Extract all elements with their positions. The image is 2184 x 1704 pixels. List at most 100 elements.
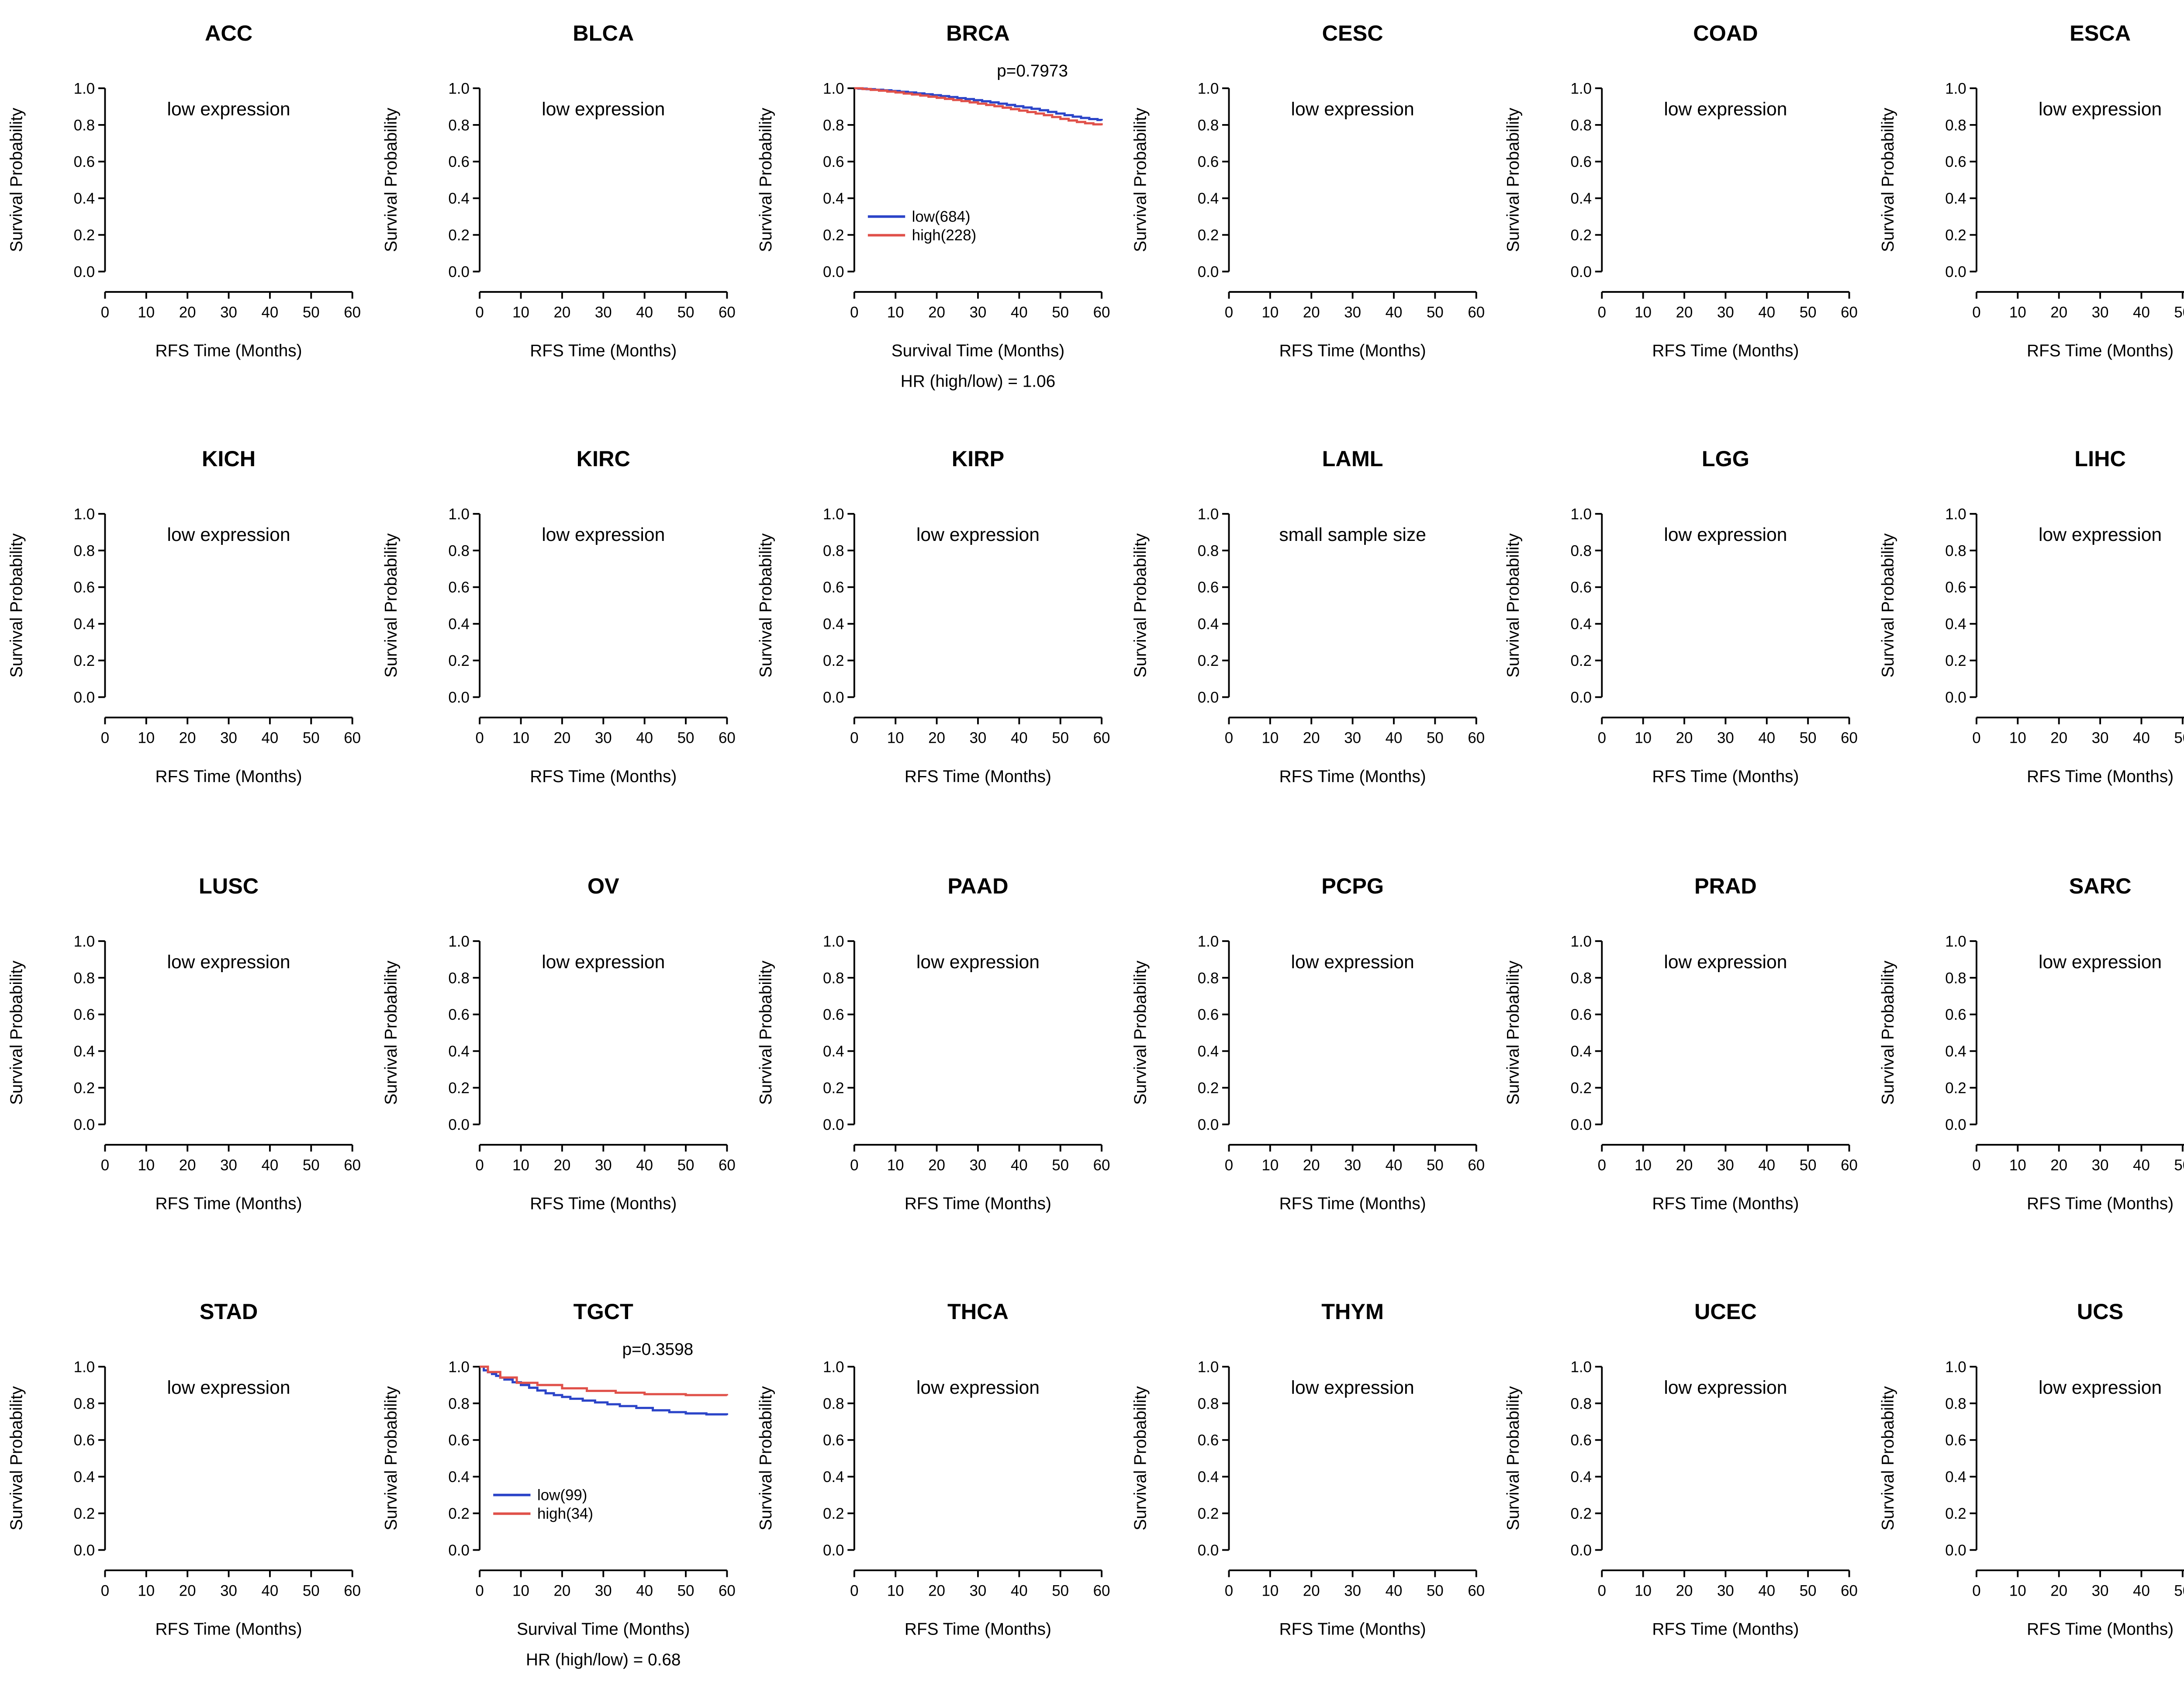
y-tick-label: 1.0 bbox=[822, 1358, 844, 1375]
x-tick-label: 30 bbox=[220, 1156, 237, 1173]
panel-plot-KIRC: KIRC 0.0 0.2 0.4 0.6 0.8 1.0 Survival Probabili… bbox=[382, 447, 736, 786]
y-tick-label: 0.8 bbox=[822, 1395, 844, 1412]
x-tick-label: 50 bbox=[303, 1582, 320, 1599]
panel-message: low expression bbox=[167, 951, 290, 972]
y-tick-label: 0.0 bbox=[1571, 1115, 1593, 1133]
x-tick-label: 0 bbox=[1598, 1582, 1607, 1599]
y-tick-label: 0.2 bbox=[1571, 1079, 1593, 1096]
panel-message: low expression bbox=[167, 99, 290, 120]
x-tick-label: 50 bbox=[2175, 730, 2184, 747]
legend-label: high(228) bbox=[912, 227, 976, 244]
y-tick-label: 0.8 bbox=[1946, 543, 1967, 560]
cancer-type-title: ESCA bbox=[2070, 21, 2131, 45]
x-tick-label: 0 bbox=[475, 1156, 484, 1173]
panel-OV: OV 0.0 0.2 0.4 0.6 0.8 1.0 Survival Probability… bbox=[374, 852, 749, 1278]
x-axis-label: RFS Time (Months) bbox=[2027, 1194, 2174, 1212]
x-tick-label: 60 bbox=[718, 1156, 735, 1173]
y-tick-label: 0.4 bbox=[822, 616, 844, 633]
y-tick-label: 0.0 bbox=[1571, 1541, 1593, 1559]
cancer-type-title: UCEC bbox=[1695, 1299, 1758, 1323]
y-tick-label: 0.8 bbox=[74, 543, 95, 560]
y-tick-label: 0.6 bbox=[1197, 579, 1218, 596]
y-tick-label: 0.2 bbox=[74, 1079, 95, 1096]
panel-message: low expression bbox=[167, 1377, 290, 1398]
y-tick-label: 1.0 bbox=[1571, 506, 1593, 523]
x-tick-label: 0 bbox=[475, 730, 484, 747]
x-tick-label: 30 bbox=[594, 304, 612, 321]
y-tick-label: 1.0 bbox=[1571, 1358, 1593, 1375]
y-tick-label: 0.8 bbox=[1197, 117, 1218, 134]
x-tick-label: 60 bbox=[1842, 304, 1859, 321]
x-tick-label: 10 bbox=[512, 304, 529, 321]
x-tick-label: 20 bbox=[179, 1156, 196, 1173]
x-tick-label: 50 bbox=[2175, 304, 2184, 321]
x-axis-label: RFS Time (Months) bbox=[904, 768, 1051, 786]
y-tick-label: 0.2 bbox=[1197, 1079, 1218, 1096]
x-tick-label: 10 bbox=[1261, 1156, 1278, 1173]
x-tick-label: 30 bbox=[1344, 730, 1361, 747]
y-tick-label: 0.8 bbox=[448, 1395, 470, 1412]
x-tick-label: 50 bbox=[303, 304, 320, 321]
x-tick-label: 60 bbox=[718, 1582, 735, 1599]
x-tick-label: 30 bbox=[220, 730, 237, 747]
x-tick-label: 20 bbox=[1676, 1156, 1693, 1173]
y-tick-label: 0.4 bbox=[448, 616, 470, 633]
panel-plot-TGCT: TGCT 0.0 0.2 0.4 0.6 0.8 1.0 Survival Probabili… bbox=[382, 1299, 736, 1669]
y-tick-label: 0.8 bbox=[448, 117, 470, 134]
x-axis-label: RFS Time (Months) bbox=[156, 1194, 302, 1212]
panel-plot-SARC: SARC 0.0 0.2 0.4 0.6 0.8 1.0 Survival Probabili… bbox=[1879, 873, 2184, 1212]
x-tick-label: 10 bbox=[887, 304, 904, 321]
x-tick-label: 0 bbox=[101, 1156, 109, 1173]
y-tick-label: 0.6 bbox=[448, 1005, 470, 1022]
panel-message: low expression bbox=[2039, 951, 2162, 972]
x-tick-label: 10 bbox=[2010, 1156, 2027, 1173]
x-axis-label: RFS Time (Months) bbox=[530, 768, 677, 786]
y-tick-label: 0.8 bbox=[1197, 1395, 1218, 1412]
x-tick-label: 10 bbox=[138, 1582, 155, 1599]
panel-plot-KIRP: KIRP 0.0 0.2 0.4 0.6 0.8 1.0 Survival Probabili… bbox=[756, 447, 1110, 786]
x-tick-label: 30 bbox=[1718, 1582, 1735, 1599]
y-tick-label: 0.4 bbox=[1197, 190, 1218, 207]
x-tick-label: 40 bbox=[1010, 1156, 1027, 1173]
cancer-type-title: TGCT bbox=[573, 1299, 633, 1323]
x-tick-label: 40 bbox=[2133, 1156, 2150, 1173]
panel-plot-CESC: CESC 0.0 0.2 0.4 0.6 0.8 1.0 Survival Probabili… bbox=[1130, 21, 1484, 360]
y-axis-label: Survival Probability bbox=[1505, 107, 1524, 252]
panel-message: low expression bbox=[1665, 951, 1788, 972]
p-value-label: p=0.3598 bbox=[622, 1340, 693, 1358]
panel-message: low expression bbox=[916, 1377, 1039, 1398]
y-tick-label: 0.4 bbox=[1946, 1468, 1967, 1485]
x-axis-label: RFS Time (Months) bbox=[1279, 342, 1425, 360]
x-tick-label: 40 bbox=[1385, 1156, 1402, 1173]
panel-plot-ACC: ACC 0.0 0.2 0.4 0.6 0.8 1.0 Survival Probabilit… bbox=[7, 21, 361, 360]
cancer-type-title: LIHC bbox=[2075, 447, 2126, 471]
x-tick-label: 50 bbox=[677, 304, 694, 321]
y-tick-label: 0.0 bbox=[74, 1541, 95, 1559]
y-tick-label: 0.2 bbox=[1571, 1505, 1593, 1522]
cancer-type-title: BRCA bbox=[946, 21, 1009, 45]
panel-PRAD: PRAD 0.0 0.2 0.4 0.6 0.8 1.0 Survival Probabili… bbox=[1497, 852, 1872, 1278]
x-axis-label: RFS Time (Months) bbox=[904, 1194, 1051, 1212]
y-tick-label: 1.0 bbox=[74, 506, 95, 523]
y-tick-label: 0.0 bbox=[822, 1541, 844, 1559]
panel-LAML: LAML 0.0 0.2 0.4 0.6 0.8 1.0 Survival Probabili… bbox=[1123, 426, 1497, 852]
cancer-type-title: THCA bbox=[947, 1299, 1008, 1323]
x-tick-label: 40 bbox=[1385, 304, 1402, 321]
x-tick-label: 60 bbox=[718, 304, 735, 321]
x-tick-label: 60 bbox=[1467, 1156, 1484, 1173]
y-tick-label: 1.0 bbox=[74, 932, 95, 949]
y-tick-label: 0.4 bbox=[1946, 190, 1967, 207]
y-axis-label: Survival Probability bbox=[1130, 1385, 1149, 1530]
x-tick-label: 30 bbox=[2092, 1582, 2109, 1599]
x-tick-label: 30 bbox=[1718, 304, 1735, 321]
x-tick-label: 50 bbox=[1051, 730, 1068, 747]
x-axis-label: RFS Time (Months) bbox=[1653, 342, 1800, 360]
y-tick-label: 0.6 bbox=[74, 579, 95, 596]
x-tick-label: 40 bbox=[1759, 730, 1776, 747]
y-tick-label: 0.4 bbox=[1197, 1468, 1218, 1485]
x-tick-label: 50 bbox=[1800, 1582, 1817, 1599]
x-tick-label: 20 bbox=[928, 1582, 945, 1599]
x-tick-label: 20 bbox=[928, 1156, 945, 1173]
x-tick-label: 20 bbox=[1302, 304, 1319, 321]
x-tick-label: 50 bbox=[1051, 1156, 1068, 1173]
